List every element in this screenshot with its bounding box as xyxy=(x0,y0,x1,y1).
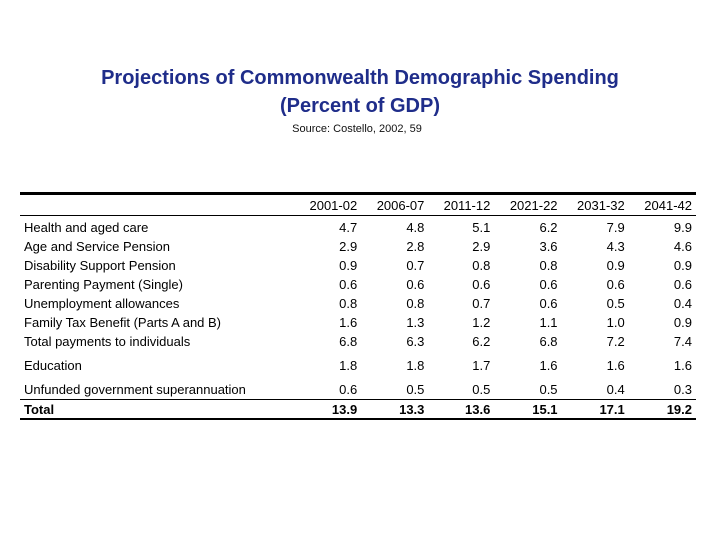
spending-table: 2001-02 2006-07 2011-12 2021-22 2031-32 … xyxy=(20,192,696,420)
cell: 1.6 xyxy=(539,358,558,373)
cell: 0.6 xyxy=(539,296,558,311)
cell: 7.9 xyxy=(606,220,625,235)
cell: 0.9 xyxy=(673,258,692,273)
cell: 6.8 xyxy=(539,334,558,349)
cell: 6.3 xyxy=(406,334,425,349)
cell: 5.1 xyxy=(472,220,491,235)
cell: 0.6 xyxy=(339,382,358,397)
cell: 0.7 xyxy=(406,258,425,273)
cell: 0.6 xyxy=(539,277,558,292)
cell: 0.4 xyxy=(606,382,625,397)
table-row: Disability Support Pension 0.9 0.7 0.8 0… xyxy=(20,256,696,275)
row-label: Total payments to individuals xyxy=(24,334,191,349)
table-row: Health and aged care 4.7 4.8 5.1 6.2 7.9… xyxy=(20,216,696,238)
cell: 0.9 xyxy=(673,315,692,330)
row-label: Health and aged care xyxy=(24,220,149,235)
cell: 1.8 xyxy=(339,358,358,373)
table-row: Total payments to individuals 6.8 6.3 6.… xyxy=(20,332,696,351)
table-row: Parenting Payment (Single) 0.6 0.6 0.6 0… xyxy=(20,275,696,294)
cell: 0.5 xyxy=(539,382,558,397)
cell: 0.8 xyxy=(539,258,558,273)
column-header: 2006-07 xyxy=(361,193,429,216)
column-header: 2001-02 xyxy=(294,193,362,216)
table-row: Family Tax Benefit (Parts A and B) 1.6 1… xyxy=(20,313,696,332)
total-cell: 13.3 xyxy=(361,399,429,419)
cell: 1.6 xyxy=(339,315,358,330)
column-header: 2021-22 xyxy=(494,193,562,216)
row-label: Disability Support Pension xyxy=(24,258,176,273)
cell: 6.2 xyxy=(472,334,491,349)
cell: 0.3 xyxy=(673,382,692,397)
cell: 0.5 xyxy=(472,382,491,397)
table-header-row: 2001-02 2006-07 2011-12 2021-22 2031-32 … xyxy=(20,193,696,216)
cell: 1.0 xyxy=(606,315,625,330)
cell: 0.6 xyxy=(472,277,491,292)
slide-title: Projections of Commonwealth Demographic … xyxy=(101,67,619,89)
cell: 3.6 xyxy=(539,239,558,254)
row-label: Education xyxy=(24,358,82,373)
table-row: Unemployment allowances 0.8 0.8 0.7 0.6 … xyxy=(20,294,696,313)
row-label: Unfunded government superannuation xyxy=(24,382,246,397)
cell: 0.9 xyxy=(606,258,625,273)
cell: 4.6 xyxy=(673,239,692,254)
cell: 0.9 xyxy=(339,258,358,273)
cell: 0.5 xyxy=(406,382,425,397)
cell: 2.8 xyxy=(406,239,425,254)
cell: 7.2 xyxy=(606,334,625,349)
row-label: Parenting Payment (Single) xyxy=(24,277,183,292)
source-note: Source: Costello, 2002, 59 xyxy=(292,123,422,135)
total-row: Total 13.9 13.3 13.6 15.1 17.1 19.2 xyxy=(20,399,696,419)
cell: 4.7 xyxy=(339,220,358,235)
cell: 1.2 xyxy=(472,315,491,330)
row-label: Unemployment allowances xyxy=(24,296,180,311)
table-row: Unfunded government superannuation 0.6 0… xyxy=(20,375,696,400)
column-header: 2041-42 xyxy=(628,193,696,216)
cell: 2.9 xyxy=(339,239,358,254)
header-label-cell xyxy=(20,193,294,216)
cell: 1.1 xyxy=(539,315,558,330)
cell: 0.8 xyxy=(406,296,425,311)
total-cell: 15.1 xyxy=(494,399,562,419)
cell: 1.3 xyxy=(406,315,425,330)
cell: 0.6 xyxy=(339,277,358,292)
column-header: 2031-32 xyxy=(561,193,629,216)
cell: 0.8 xyxy=(472,258,491,273)
cell: 4.8 xyxy=(406,220,425,235)
total-cell: 13.6 xyxy=(428,399,495,419)
total-cell: 13.9 xyxy=(294,399,362,419)
cell: 0.7 xyxy=(472,296,491,311)
cell: 2.9 xyxy=(472,239,491,254)
table-row: Education 1.8 1.8 1.7 1.6 1.6 1.6 xyxy=(20,351,696,375)
total-label: Total xyxy=(20,399,294,419)
column-header: 2011-12 xyxy=(428,193,495,216)
cell: 4.3 xyxy=(606,239,625,254)
cell: 0.6 xyxy=(606,277,625,292)
cell: 0.8 xyxy=(339,296,358,311)
cell: 0.4 xyxy=(673,296,692,311)
cell: 1.6 xyxy=(606,358,625,373)
cell: 9.9 xyxy=(673,220,692,235)
cell: 1.7 xyxy=(472,358,491,373)
table-row: Age and Service Pension 2.9 2.8 2.9 3.6 … xyxy=(20,237,696,256)
cell: 0.6 xyxy=(673,277,692,292)
total-cell: 17.1 xyxy=(561,399,629,419)
cell: 0.6 xyxy=(406,277,425,292)
row-label: Age and Service Pension xyxy=(24,239,170,254)
total-cell: 19.2 xyxy=(628,399,696,419)
cell: 1.6 xyxy=(673,358,692,373)
cell: 6.2 xyxy=(539,220,558,235)
cell: 1.8 xyxy=(406,358,425,373)
cell: 6.8 xyxy=(339,334,358,349)
row-label: Family Tax Benefit (Parts A and B) xyxy=(24,315,222,330)
cell: 0.5 xyxy=(606,296,625,311)
slide-subtitle: (Percent of GDP) xyxy=(279,95,441,117)
cell: 7.4 xyxy=(673,334,692,349)
